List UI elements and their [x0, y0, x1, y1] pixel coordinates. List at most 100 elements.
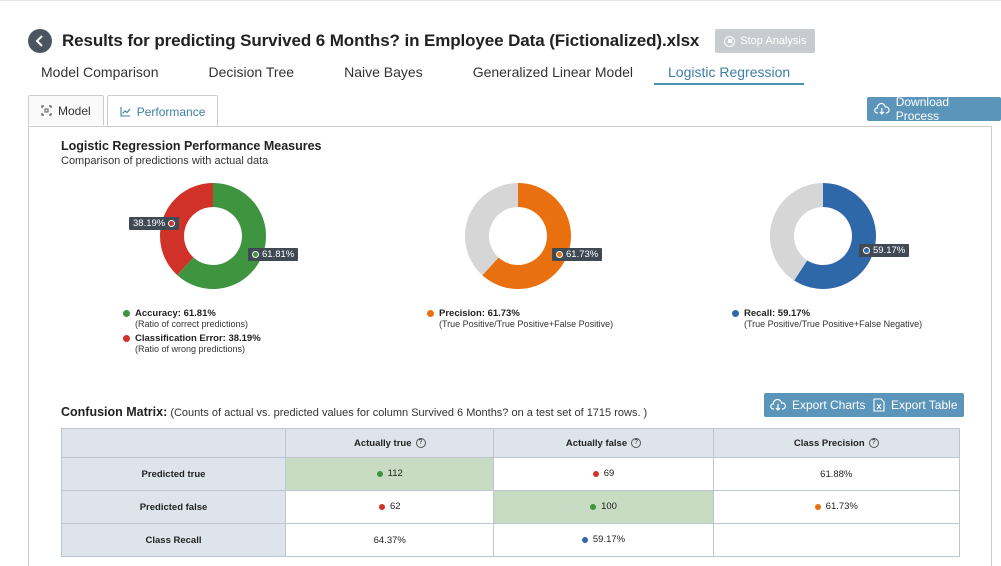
stop-analysis-label: Stop Analysis	[740, 35, 807, 47]
line-chart-icon	[120, 107, 131, 117]
cell-value: 64.37%	[373, 534, 406, 546]
table-cell: 62	[284, 490, 495, 524]
tab-model[interactable]: Model	[28, 95, 104, 125]
donut-slice-accuracy[interactable]	[177, 183, 266, 289]
table-cell: 61.73%	[712, 490, 961, 524]
table-row: Class Recall 64.37% 59.17%	[61, 523, 961, 557]
tab-logistic-regression[interactable]: Logistic Regression	[654, 61, 805, 85]
export-table-label: Export Table	[891, 398, 958, 412]
page-title: Results for predicting Survived 6 Months…	[62, 31, 700, 50]
accuracy-tooltip: 61.81%	[248, 248, 299, 261]
help-icon[interactable]: ?	[631, 437, 642, 448]
precision-donut-chart	[465, 183, 571, 289]
table-cell	[712, 523, 961, 557]
cell-bullet	[378, 503, 385, 510]
precision-tooltip: 61.73%	[552, 248, 603, 261]
cell-value: 69	[603, 468, 615, 480]
column-header	[61, 428, 286, 458]
legend-recall-label: Recall: 59.17%	[744, 308, 811, 319]
tooltip-swatch	[863, 247, 870, 254]
donut-slice-precision[interactable]	[482, 183, 571, 289]
column-header-actually-false: Actually false?	[493, 428, 714, 458]
stop-icon	[724, 35, 736, 47]
donut-slice-other[interactable]	[770, 183, 823, 281]
legend-error-label: Classification Error: 38.19%	[135, 333, 261, 344]
tooltip-swatch	[556, 251, 563, 258]
model-tabs: Model Comparison Decision Tree Naive Bay…	[28, 61, 805, 85]
table-row: Predicted false 62 100 61.73%	[61, 490, 961, 524]
cell-value: 112	[387, 468, 403, 480]
view-tabs: Model Performance	[28, 95, 221, 127]
recall-legend: Recall: 59.17% (True Positive/True Posit…	[732, 308, 922, 333]
donut-slice-recall[interactable]	[794, 183, 876, 289]
legend-bullet	[123, 335, 130, 342]
confusion-matrix-heading: Confusion Matrix:	[61, 405, 168, 419]
cell-bullet	[376, 470, 383, 477]
performance-subtitle: Comparison of predictions with actual da…	[61, 155, 269, 167]
legend-recall-desc: (True Positive/True Positive+False Negat…	[744, 319, 923, 329]
back-button[interactable]	[28, 29, 52, 53]
chevron-left-icon	[35, 35, 43, 47]
accuracy-donut-chart	[160, 183, 266, 289]
legend-bullet	[427, 310, 434, 317]
cell-bullet	[592, 470, 599, 477]
table-cell: 59.17%	[493, 523, 714, 557]
tab-model-comparison[interactable]: Model Comparison	[41, 64, 159, 80]
header: Results for predicting Survived 6 Months…	[28, 27, 816, 55]
table-cell: 64.37%	[284, 523, 495, 557]
table-cell: 112	[284, 457, 495, 491]
tab-model-label: Model	[58, 103, 91, 118]
recall-donut-chart	[770, 183, 876, 289]
cell-bullet	[814, 503, 821, 510]
tooltip-swatch	[168, 220, 176, 227]
cell-bullet	[590, 503, 597, 510]
column-header-actually-true: Actually true?	[284, 428, 495, 458]
cell-value: 61.88%	[820, 468, 853, 480]
legend-accuracy-label: Accuracy: 61.81%	[135, 308, 216, 319]
export-charts-label: Export Charts	[792, 398, 866, 412]
row-header: Predicted true	[61, 457, 286, 491]
tab-generalized-linear-model[interactable]: Generalized Linear Model	[472, 64, 634, 80]
donut-slice-other[interactable]	[465, 183, 518, 276]
performance-title: Logistic Regression Performance Measures	[61, 139, 322, 153]
table-cell: 100	[493, 490, 714, 524]
recall-tooltip-value: 59.17%	[873, 245, 906, 256]
table-header-row: Actually true? Actually false? Class Pre…	[61, 428, 961, 458]
donut-slice-classification-error[interactable]	[160, 183, 213, 276]
download-process-label: Download Process	[895, 95, 950, 123]
classification-error-tooltip-value: 38.19%	[133, 218, 166, 229]
legend-accuracy-desc: (Ratio of correct predictions)	[135, 319, 249, 329]
excel-file-icon	[873, 398, 885, 412]
row-header: Predicted false	[61, 490, 286, 524]
cell-bullet	[581, 536, 588, 543]
row-header: Class Recall	[61, 523, 286, 557]
download-process-button[interactable]: Download Process	[867, 95, 1001, 123]
export-table-button[interactable]: Export Table	[867, 393, 964, 417]
column-header-label: Actually false	[565, 437, 628, 449]
help-icon[interactable]: ?	[415, 437, 426, 448]
column-header-label: Class Precision	[793, 437, 865, 449]
confusion-matrix-title: Confusion Matrix: (Counts of actual vs. …	[61, 405, 647, 419]
cloud-download-icon	[770, 399, 786, 411]
cloud-download-icon	[874, 103, 890, 115]
legend-precision-desc: (True Positive/True Positive+False Posit…	[439, 319, 614, 329]
tab-decision-tree[interactable]: Decision Tree	[208, 64, 295, 80]
table-cell: 69	[493, 457, 714, 491]
frame-icon	[41, 105, 52, 116]
table-row: Predicted true 112 69 61.88%	[61, 457, 961, 491]
tab-performance-label: Performance	[136, 104, 206, 119]
precision-tooltip-value: 61.73%	[566, 249, 599, 260]
help-icon[interactable]: ?	[868, 437, 879, 448]
confusion-matrix-subtitle: (Counts of actual vs. predicted values f…	[170, 407, 648, 419]
tab-naive-bayes[interactable]: Naive Bayes	[344, 64, 423, 80]
stop-analysis-button[interactable]: Stop Analysis	[715, 29, 816, 53]
tab-performance[interactable]: Performance	[106, 95, 219, 127]
cell-value: 100	[601, 501, 617, 513]
legend-precision-label: Precision: 61.73%	[439, 308, 520, 319]
legend-bullet	[123, 310, 130, 317]
export-charts-button[interactable]: Export Charts	[764, 393, 872, 417]
accuracy-legend: Accuracy: 61.81% (Ratio of correct predi…	[123, 308, 261, 358]
performance-panel: Logistic Regression Performance Measures…	[28, 126, 992, 566]
legend-bullet	[732, 310, 739, 317]
